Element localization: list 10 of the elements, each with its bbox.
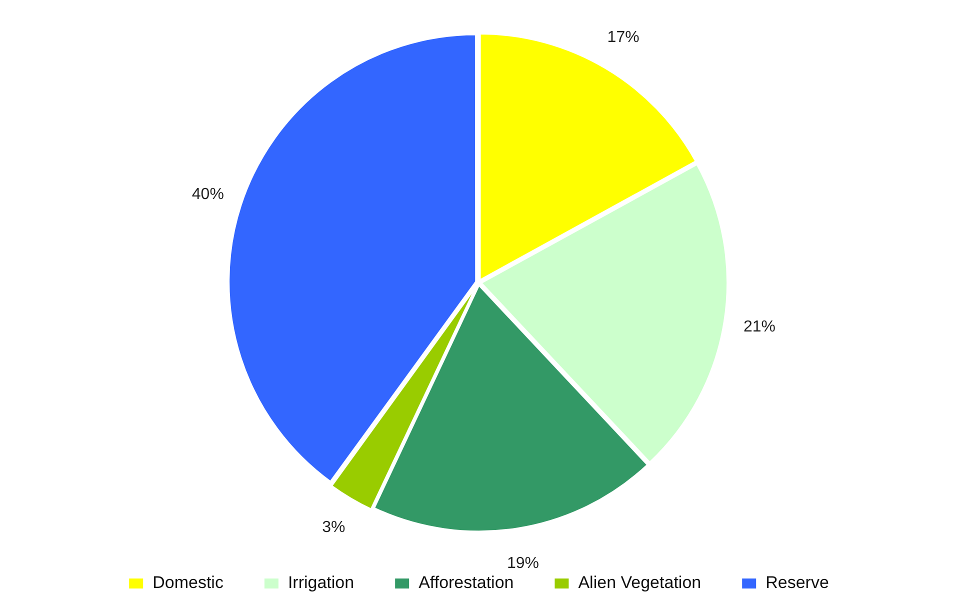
legend-label: Domestic <box>152 573 224 592</box>
legend-label: Irrigation <box>288 573 354 592</box>
data-label: 17% <box>607 29 640 46</box>
data-label: 21% <box>743 318 776 336</box>
legend-label: Afforestation <box>418 573 514 592</box>
legend-label: Alien Vegetation <box>578 573 702 592</box>
data-label: 19% <box>506 554 540 572</box>
data-label: 40% <box>192 186 224 203</box>
data-label: 3% <box>322 518 346 536</box>
legend-label: Reserve <box>766 573 829 592</box>
